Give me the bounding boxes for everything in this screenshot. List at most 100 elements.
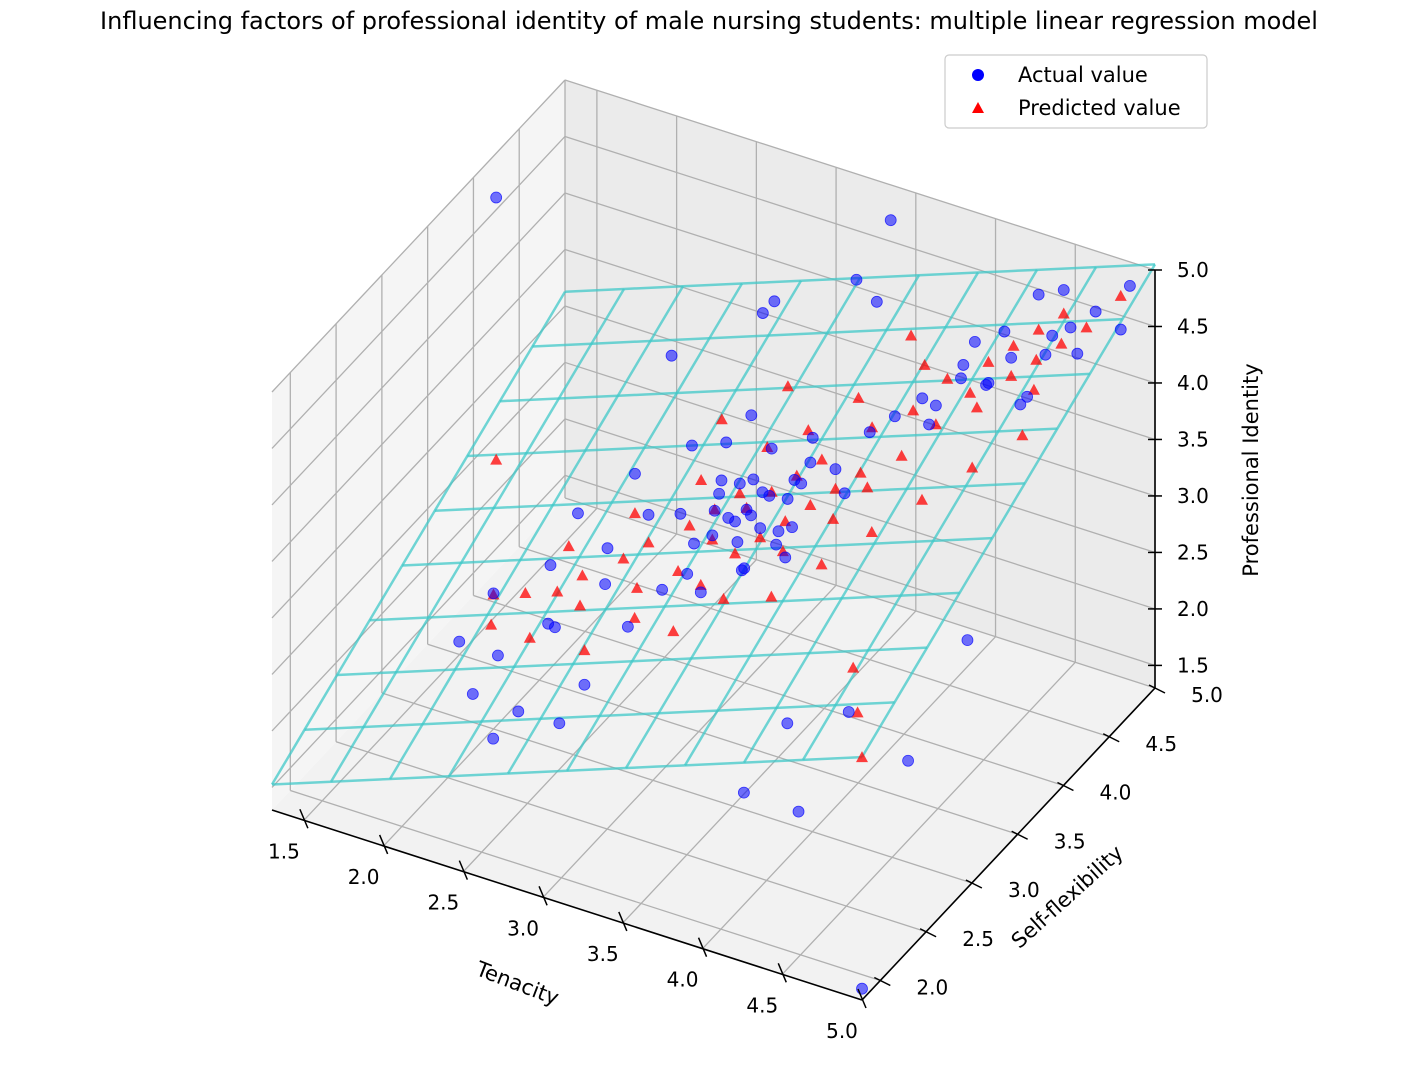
actual-point [870, 295, 883, 308]
actual-point [487, 587, 500, 600]
actual-point [1064, 321, 1077, 334]
actual-point [765, 442, 778, 455]
x-tick-label: 2.5 [427, 891, 459, 915]
actual-point [923, 418, 935, 431]
actual-point [629, 467, 641, 480]
actual-point [772, 525, 785, 538]
predicted-point [717, 592, 730, 604]
legend-predicted-marker [972, 102, 984, 113]
actual-point [512, 705, 525, 718]
predicted-point [754, 531, 767, 543]
legend-box [944, 54, 1208, 129]
predicted-point [715, 413, 728, 425]
actual-point [713, 487, 726, 500]
legend: Actual value Predicted value [944, 54, 1208, 129]
predicted-point [683, 519, 696, 531]
floor-grid-y [335, 741, 927, 933]
predicted-point [970, 401, 983, 413]
predicted-point [574, 599, 587, 611]
actual-point [756, 307, 769, 319]
actual-point [686, 439, 698, 452]
predicted-point [851, 706, 864, 718]
actual-point [706, 529, 719, 542]
plane-wire-x [624, 274, 921, 769]
plane-wire-x [742, 269, 1039, 764]
predicted-point [523, 631, 536, 643]
left-grid-z [271, 474, 566, 788]
actual-point [779, 551, 792, 564]
predicted-point [1007, 339, 1020, 351]
regression-plane [270, 263, 1157, 786]
predicted-point [856, 751, 868, 763]
predicted-point [815, 558, 828, 570]
floor-grid-y [564, 497, 1156, 689]
plane-wire-x [447, 282, 744, 777]
predicted-point [642, 536, 655, 548]
x-axis-line [271, 809, 863, 1001]
actual-point [1014, 398, 1027, 411]
floor-grid-x [702, 636, 997, 950]
actual-point [850, 273, 863, 286]
actual-point [884, 214, 897, 227]
predicted-point [827, 512, 840, 524]
predicted-point [1055, 337, 1068, 349]
actual-point [829, 463, 842, 476]
actual-point [681, 567, 694, 580]
plane-wire-y [271, 755, 863, 786]
floor-grid-y [519, 546, 1110, 738]
predicted-point [865, 526, 878, 538]
predicted-point [861, 481, 874, 493]
predicted-point [915, 493, 928, 505]
floor-grid-y [427, 643, 1018, 835]
plane-wire-x [270, 291, 567, 786]
y-tick-mark [919, 928, 937, 938]
predicted-point [1005, 369, 1018, 381]
z-tick-label: 5.0 [1177, 258, 1209, 282]
actual-point [754, 522, 767, 535]
left-grid-z [271, 249, 566, 562]
actual-point [553, 717, 566, 730]
x-axis-label: Tenacity [472, 956, 562, 1010]
predicted-point [1016, 429, 1029, 441]
x-tick-mark [458, 860, 469, 880]
actual-point [747, 473, 760, 486]
actual-point [902, 754, 914, 767]
actual-point [572, 507, 584, 520]
y-tick-label: 4.5 [1145, 732, 1177, 756]
y-tick-label: 3.5 [1054, 829, 1086, 853]
predicted-point [695, 474, 708, 486]
actual-point [453, 635, 466, 648]
x-tick-label: 3.0 [507, 916, 539, 940]
predicted-point [576, 569, 589, 581]
y-tick-label: 5.0 [1191, 683, 1223, 707]
left-grid-z [271, 136, 566, 449]
plane-wire-x [565, 277, 862, 772]
data-points [453, 191, 1136, 995]
actual-point [842, 706, 855, 718]
predicted-point [694, 578, 707, 590]
predicted-point [907, 404, 920, 416]
back-grid-z [564, 248, 1156, 441]
z-tick-label: 4.5 [1177, 314, 1209, 338]
floor-grid-x [542, 584, 837, 898]
actual-point [599, 578, 612, 591]
predicted-point [804, 498, 817, 510]
predicted-point [551, 585, 564, 597]
plane-wire-x [329, 288, 626, 783]
actual-point [804, 456, 817, 469]
tick-labels: 1.5 2.0 2.5 3.0 3.5 4.0 4.5 5.0 2.0 2.5 3.0 3.5 4.0 4… [268, 258, 1223, 1043]
predicted-point [1030, 353, 1043, 365]
actual-point [487, 732, 500, 745]
actual-point [738, 562, 751, 575]
back-grid-z [564, 418, 1156, 610]
predicted-point [628, 507, 641, 519]
y-tick-mark [1148, 684, 1166, 694]
y-tick-mark [1011, 830, 1028, 840]
actual-point [863, 426, 876, 439]
predicted-point [765, 590, 778, 602]
x-tick-mark [538, 886, 548, 906]
predicted-point [1027, 383, 1040, 395]
plane-wire-x [388, 285, 685, 780]
plane-wire-y [532, 317, 1123, 348]
